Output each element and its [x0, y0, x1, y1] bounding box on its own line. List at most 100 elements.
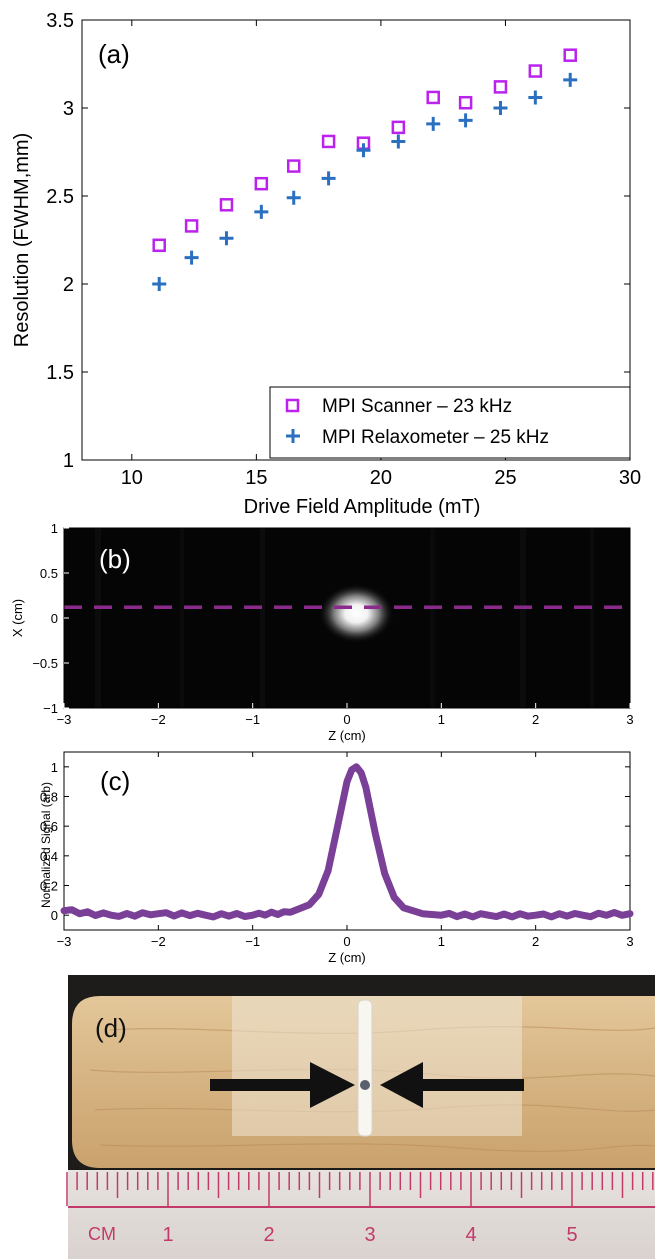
panel-c-x-axis-label: Z (cm)	[328, 950, 366, 965]
panel-b-x-axis-label: Z (cm)	[328, 728, 366, 743]
panel-a-marks	[152, 48, 578, 291]
relaxometer-point	[286, 190, 301, 205]
panel-b-x-tick-label: −3	[57, 712, 72, 727]
relaxometer-point	[219, 231, 234, 246]
panel-c-y-tick-label: 1	[51, 760, 58, 775]
panel-c-y-tick-label: 0.8	[40, 790, 58, 805]
panel-b-y-ticks: −1 −0.5 0 0.5 1	[32, 521, 69, 716]
relaxometer-point	[184, 250, 199, 265]
panel-b-noise-stripes	[95, 528, 594, 708]
panel-b-x-tick-label: 2	[532, 712, 539, 727]
panel-c-signal-line	[60, 763, 634, 921]
panel-c-y-axis-label: Normalized Signal (arb)	[39, 782, 53, 908]
ruler-number: 4	[465, 1224, 476, 1246]
legend-box	[269, 386, 631, 459]
panel-c-y-tick-label: 0.4	[40, 849, 58, 864]
panel-a-y-tick-label: 2.5	[46, 186, 74, 208]
panel-b-label: (b)	[99, 544, 131, 574]
scanner-point	[528, 64, 543, 78]
legend-scanner-label: MPI Scanner – 23 kHz	[322, 396, 512, 417]
scanner-point	[321, 134, 336, 149]
panel-a-x-tick-label: 10	[121, 467, 143, 489]
ruler-ticks	[66, 1172, 654, 1206]
panel-b-x-tick-label: 1	[438, 712, 445, 727]
relaxometer-point	[321, 171, 336, 186]
scanner-point	[152, 238, 166, 253]
panel-a-y-ticks: 1 1.5 2 2.5 3 3.5	[46, 10, 630, 472]
ruler-number: 2	[263, 1224, 274, 1246]
panel-c-x-tick-label: −1	[245, 934, 260, 949]
scanner-point	[286, 159, 301, 173]
panel-a-chart: 10 15 20 25 30 1 1.5 2 2.5 3 3.5 (a) Drive Field …	[11, 10, 641, 518]
relaxometer-point	[426, 116, 441, 131]
panel-c-x-tick-label: 2	[532, 934, 539, 949]
relaxometer-point	[528, 90, 543, 105]
panel-b-x-ticks: −3 −2 −1 0 1 2 3	[57, 703, 634, 727]
relaxometer-point	[254, 204, 269, 219]
panel-b-x-tick-label: −2	[151, 712, 166, 727]
panel-d-label: (d)	[95, 1013, 127, 1043]
relaxometer-point	[493, 101, 508, 115]
panel-c-x-ticks: −3 −2 −1 0 1 2 3	[57, 752, 634, 949]
relaxometer-point	[458, 113, 473, 128]
panel-b-y-axis-label: X (cm)	[10, 599, 25, 637]
panel-a-x-tick-label: 30	[619, 467, 641, 489]
panel-a-label: (a)	[98, 39, 130, 69]
panel-a-y-axis-label: Resolution (FWHM,mm)	[11, 133, 33, 347]
scanner-point	[184, 219, 199, 233]
panel-b-y-tick-label: 0	[51, 611, 58, 626]
ruler-number: 3	[364, 1224, 375, 1246]
panel-b-y-tick-label: −1	[43, 701, 58, 716]
legend-plus-marker	[286, 429, 300, 443]
panel-d-photo: (d) CM 1 2 3 4 5	[66, 975, 655, 1259]
ruler	[68, 1170, 655, 1259]
panel-b-y-tick-label: −0.5	[32, 656, 58, 671]
panel-c-label: (c)	[100, 766, 130, 796]
panel-a-y-tick-label: 3	[63, 98, 74, 120]
panel-c-x-tick-label: −2	[151, 934, 166, 949]
scanner-point	[563, 48, 577, 62]
panel-a-y-tick-label: 1.5	[46, 362, 74, 384]
panel-a-x-tick-label: 20	[370, 467, 392, 489]
right-arrow-icon	[380, 1062, 524, 1108]
panel-b-x-tick-label: 3	[626, 712, 633, 727]
sample-dot	[360, 1080, 370, 1090]
panel-b-image: −3 −2 −1 0 1 2 3 −1 −0.5 0 0.5 1 (b) Z (cm) X (cm)	[10, 521, 634, 743]
panel-b-x-tick-label: −1	[245, 712, 260, 727]
panel-a-x-axis-label: Drive Field Amplitude (mT)	[244, 496, 481, 518]
panel-a-legend: MPI Scanner – 23 kHz MPI Relaxometer – 2…	[269, 386, 631, 459]
tape-strip	[232, 996, 522, 1136]
panel-c-y-tick-label: 0.6	[40, 819, 58, 834]
ruler-number: 1	[162, 1224, 173, 1246]
panel-b-hotspot	[318, 583, 395, 644]
panel-c-y-tick-label: 0.2	[40, 879, 58, 894]
scanner-point	[458, 95, 473, 110]
panel-c-x-tick-label: −3	[57, 934, 72, 949]
relaxometer-point	[356, 143, 371, 158]
panel-c-x-tick-label: 0	[343, 934, 350, 949]
panel-c-x-tick-label: 1	[438, 934, 445, 949]
scanner-point	[219, 198, 234, 212]
relaxometer-point	[563, 72, 578, 87]
panel-c-y-tick-label: 0	[51, 908, 58, 923]
panel-c-y-ticks: 0 0.2 0.4 0.6 0.8 1	[40, 760, 630, 923]
ruler-unit-label: CM	[88, 1224, 116, 1244]
ruler-number: 5	[566, 1224, 577, 1246]
panel-a-x-tick-label: 25	[494, 467, 516, 489]
panel-b-y-tick-label: 0.5	[40, 566, 58, 581]
panel-a-y-tick-label: 2	[63, 274, 74, 296]
panel-b-y-tick-label: 1	[51, 521, 58, 536]
sample-tube	[357, 999, 373, 1137]
scanner-point	[391, 120, 406, 135]
legend-relaxometer-label: MPI Relaxometer – 25 kHz	[322, 427, 549, 448]
relaxometer-point	[391, 134, 406, 149]
left-arrow-icon	[210, 1062, 355, 1108]
panel-b-x-tick-label: 0	[343, 712, 350, 727]
legend-square-marker	[285, 398, 300, 413]
scanner-point	[426, 90, 440, 105]
panel-c-x-tick-label: 3	[626, 934, 633, 949]
panel-a-y-tick-label: 1	[63, 450, 74, 472]
panel-c-chart: −3 −2 −1 0 1 2 3 0 0.2 0.4 0.6 0.8 1 (c) Z (cm) Nor…	[39, 751, 634, 965]
panel-a-y-tick-label: 3.5	[46, 10, 74, 32]
